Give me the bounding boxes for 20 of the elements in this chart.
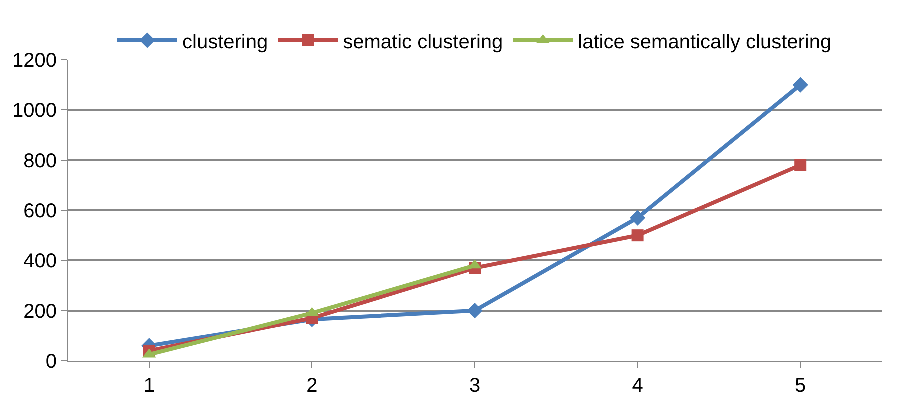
x-tick-label: 5 (795, 375, 806, 397)
y-tick-label: 400 (24, 250, 57, 273)
legend-label: sematic clustering (343, 31, 504, 54)
x-tick-label: 1 (144, 375, 155, 397)
x-tick-label: 3 (469, 375, 481, 397)
y-tick-label: 200 (24, 300, 57, 323)
y-tick-label: 0 (46, 351, 57, 373)
point (467, 303, 483, 319)
x-tick-label: 2 (306, 375, 318, 397)
legend-label: clustering (182, 31, 268, 54)
point (792, 77, 808, 93)
y-tick-label: 600 (24, 200, 57, 222)
y-tick-label: 800 (24, 150, 57, 172)
legend-label: latice semantically clustering (578, 31, 832, 54)
point (630, 210, 646, 226)
y-tick-label: 1000 (12, 100, 57, 122)
y-tick-label: 1200 (12, 50, 57, 72)
point (632, 230, 644, 242)
x-tick-label: 4 (632, 375, 644, 397)
point (794, 159, 807, 172)
